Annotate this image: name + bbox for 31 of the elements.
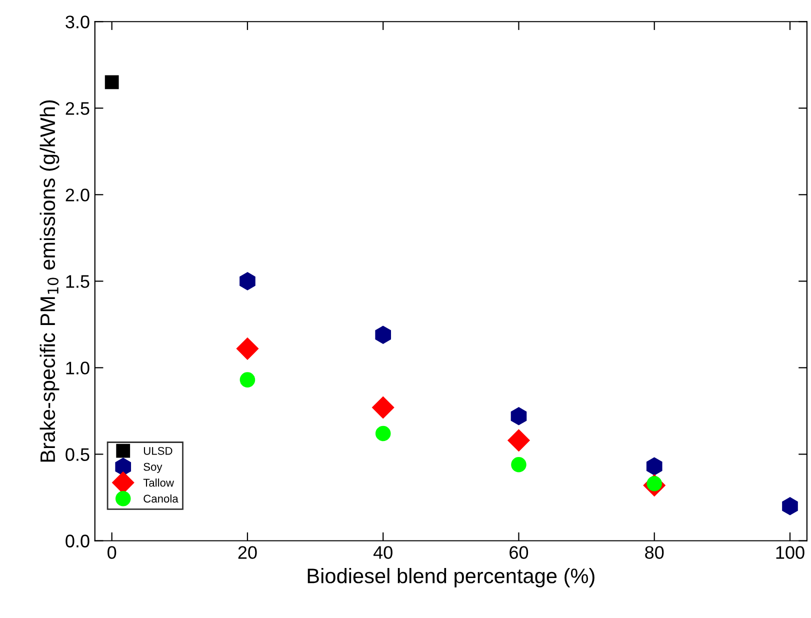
- x-tick-label: 20: [238, 546, 257, 559]
- x-tick-label: 100: [776, 546, 804, 559]
- point: [372, 396, 394, 419]
- point: [646, 457, 662, 476]
- point: [236, 338, 258, 360]
- x-tick-label: 60: [510, 546, 528, 559]
- y-tick-label: 0.5: [66, 448, 90, 461]
- legend-label: Tallow: [143, 478, 174, 487]
- y-axis-title: Brake-specific PM$_{10}$ emissions (g/kWh): [40, 100, 60, 462]
- y-tick-label: 0.0: [66, 534, 90, 548]
- point: [375, 426, 391, 442]
- point: [240, 372, 256, 388]
- point: [511, 456, 526, 472]
- y-tick-label: 2.0: [66, 188, 90, 202]
- point: [104, 75, 119, 90]
- point: [240, 272, 256, 290]
- x-tick-label: 40: [373, 546, 392, 559]
- legend-label: Soy: [144, 462, 162, 473]
- point: [508, 429, 530, 452]
- x-tick-label: 80: [645, 546, 664, 559]
- legend-label: ULSD: [144, 446, 172, 455]
- y-tick-label: 2.5: [66, 102, 90, 115]
- point: [375, 326, 392, 344]
- y-tick-label: 1.0: [66, 362, 90, 374]
- x-axis-title: Biodiesel blend percentage (%): [308, 568, 594, 588]
- y-tick-label: 3.0: [66, 16, 90, 28]
- legend-label: Canola: [144, 494, 178, 503]
- point: [782, 497, 798, 516]
- x-tick-label: 0: [108, 546, 116, 559]
- y-tick-label: 1.5: [66, 275, 90, 288]
- point: [510, 407, 527, 426]
